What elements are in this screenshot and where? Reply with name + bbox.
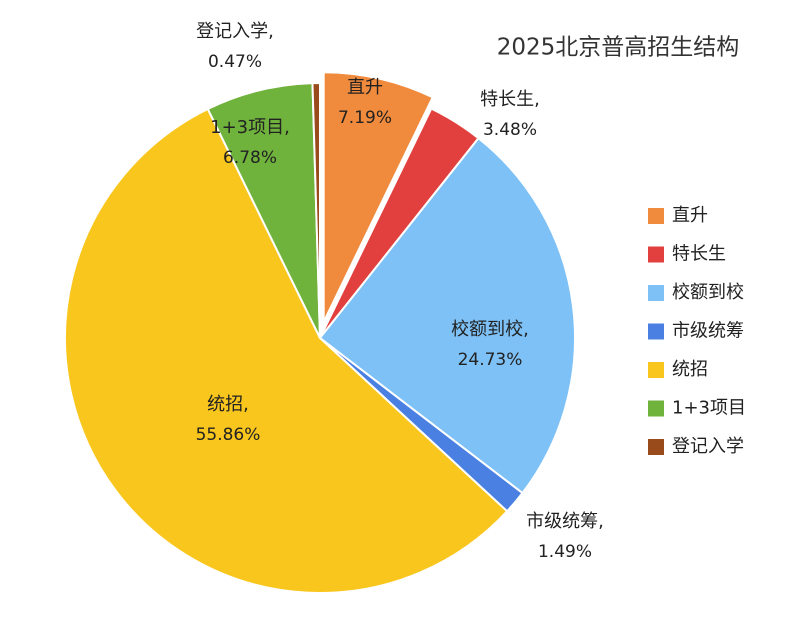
data-label-value: 7.19% — [338, 108, 392, 128]
pie-slice — [320, 69, 437, 328]
legend-swatch — [648, 439, 664, 455]
data-label-name: 登记入学, — [196, 21, 274, 42]
legend-swatch — [648, 362, 664, 378]
data-label-name: 1+3项目, — [210, 117, 290, 138]
chart-title: 2025北京普高招生结构 — [497, 35, 740, 61]
legend-label: 统招 — [672, 359, 708, 380]
data-label-name: 直升 — [347, 77, 383, 98]
data-label-value: 6.78% — [223, 148, 277, 168]
pie-slice — [64, 107, 509, 594]
legend-label: 校额到校 — [672, 282, 744, 303]
data-label-value: 0.47% — [208, 52, 262, 72]
pie-slice — [311, 81, 321, 339]
legend-label: 特长生 — [672, 244, 726, 265]
legend-swatch — [648, 208, 664, 224]
data-label-name: 特长生, — [480, 89, 540, 110]
pie-slice — [206, 82, 321, 339]
data-label-name: 市级统筹, — [526, 511, 604, 532]
legend-label: 直升 — [672, 205, 708, 226]
data-label-name: 校额到校, — [451, 319, 529, 340]
data-label-name: 统招, — [207, 394, 249, 415]
data-label-value: 24.73% — [458, 350, 523, 370]
legend-swatch — [648, 246, 664, 263]
legend-label: 市级统筹 — [672, 321, 744, 342]
data-label-value: 55.86% — [196, 425, 261, 445]
data-label-value: 3.48% — [483, 120, 537, 140]
legend-label: 登记入学 — [672, 436, 744, 457]
legend-swatch — [648, 400, 664, 417]
legend-label: 1+3项目 — [672, 398, 746, 419]
legend-swatch — [648, 285, 664, 301]
legend-swatch — [648, 323, 664, 340]
data-label-value: 1.49% — [538, 542, 592, 562]
pie-slice — [318, 136, 576, 495]
